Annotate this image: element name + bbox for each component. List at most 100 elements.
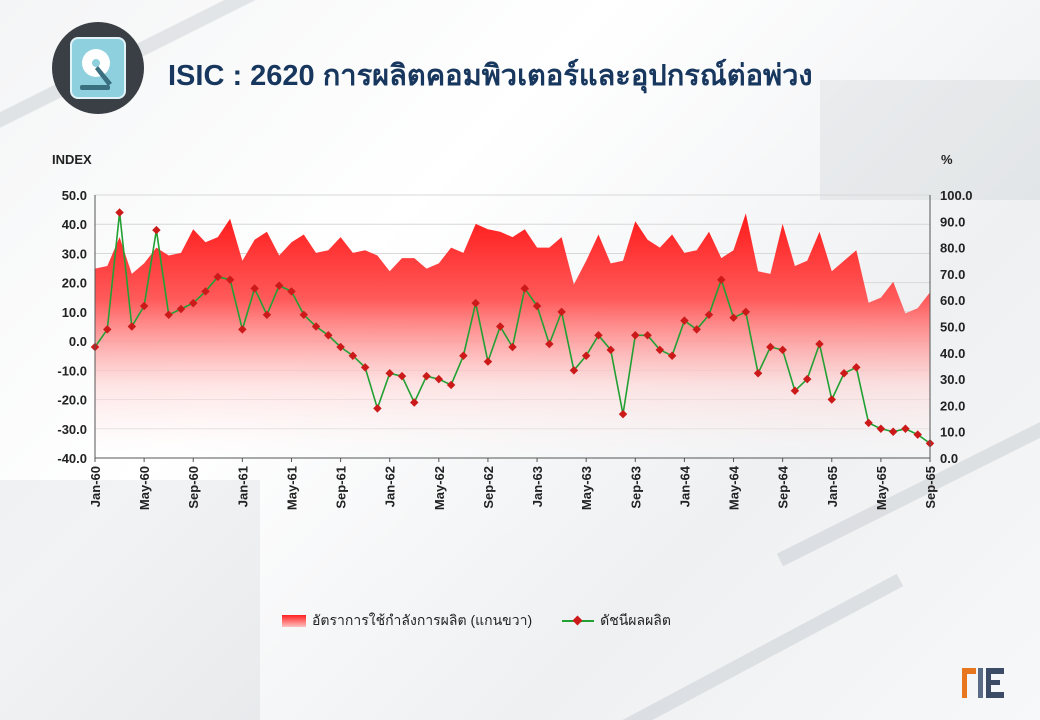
legend-area-label: อัตราการใช้กำลังการผลิต (แกนขวา) — [312, 612, 533, 628]
right-tick-label: 0.0 — [940, 451, 958, 466]
left-tick-label: 40.0 — [62, 217, 87, 232]
legend-item-line: ดัชนีผลผลิต — [562, 610, 671, 632]
data-point — [692, 325, 701, 334]
left-tick-label: -20.0 — [57, 393, 87, 408]
data-point — [876, 424, 886, 434]
x-tick-label: Jan-62 — [383, 466, 398, 507]
data-point — [483, 357, 493, 366]
right-tick-label: 100.0 — [940, 188, 973, 203]
data-point — [274, 281, 284, 290]
data-point — [201, 287, 210, 296]
data-point — [238, 325, 247, 334]
x-tick-label: May-60 — [137, 466, 152, 510]
data-point — [287, 287, 296, 296]
data-point — [262, 310, 272, 320]
x-tick-label: Sep-61 — [334, 466, 349, 509]
data-point — [459, 351, 468, 360]
data-point — [336, 342, 345, 352]
x-tick-label: Sep-63 — [628, 466, 643, 509]
data-point — [901, 424, 910, 434]
legend: อัตราการใช้กำลังการผลิต (แกนขวา) ดัชนีผล… — [282, 610, 671, 632]
left-axis-unit: INDEX — [52, 152, 92, 167]
data-point — [839, 369, 849, 378]
x-tick-label: Jan-63 — [530, 466, 545, 507]
right-tick-label: 10.0 — [940, 425, 965, 440]
x-axis-ticks: Jan-60 May-60 Sep-60 Jan-61 May-61 Sep-61 Jan-… — [88, 458, 938, 510]
right-tick-label: 60.0 — [940, 293, 965, 308]
right-tick-label: 90.0 — [940, 214, 965, 229]
data-point — [827, 395, 837, 404]
data-point — [606, 345, 615, 355]
data-point — [913, 430, 922, 439]
data-point — [471, 298, 480, 308]
right-tick-label: 20.0 — [940, 398, 965, 413]
x-tick-label: Sep-60 — [186, 466, 201, 509]
data-point — [557, 307, 566, 317]
x-tick-label: Jan-65 — [825, 466, 840, 507]
right-tick-label: 50.0 — [940, 320, 965, 335]
data-point — [545, 339, 554, 349]
right-tick-label: 40.0 — [940, 346, 965, 361]
data-point — [581, 351, 591, 360]
left-tick-label: -40.0 — [57, 451, 87, 466]
x-tick-label: Sep-64 — [776, 465, 791, 508]
data-point — [729, 313, 738, 322]
data-point — [631, 331, 640, 340]
data-point — [434, 374, 444, 384]
data-point — [103, 325, 112, 334]
left-tick-label: 20.0 — [62, 276, 87, 291]
x-tick-label: May-61 — [284, 466, 299, 510]
data-point — [680, 316, 689, 325]
oie-logo — [960, 664, 1012, 710]
x-tick-label: Jan-61 — [235, 466, 250, 507]
left-tick-label: 10.0 — [62, 305, 87, 320]
data-point — [225, 275, 235, 284]
data-point — [410, 398, 419, 407]
x-tick-label: Jan-60 — [88, 466, 103, 507]
right-axis-unit: % — [941, 152, 953, 167]
data-point — [704, 310, 714, 320]
data-point — [888, 427, 898, 436]
data-point — [790, 386, 800, 396]
data-point — [164, 310, 173, 320]
right-tick-label: 70.0 — [940, 267, 965, 282]
data-point — [127, 322, 137, 331]
data-point — [520, 284, 530, 293]
data-point — [495, 322, 505, 331]
left-tick-label: -30.0 — [57, 422, 87, 437]
data-point — [213, 272, 223, 282]
data-point — [852, 363, 861, 372]
left-tick-label: 0.0 — [69, 334, 87, 349]
data-point — [152, 225, 161, 235]
data-point — [311, 322, 321, 331]
production-index-markers — [90, 208, 935, 448]
legend-line-label: ดัชนีผลผลิต — [600, 612, 671, 628]
data-point — [348, 351, 358, 360]
legend-line-swatch — [562, 615, 595, 627]
data-point — [299, 310, 308, 320]
x-tick-label: May-63 — [579, 466, 594, 510]
x-tick-label: May-64 — [727, 465, 742, 510]
capacity-utilization-area — [95, 213, 930, 458]
data-point — [422, 371, 431, 381]
data-point — [717, 275, 726, 284]
data-point — [139, 301, 149, 311]
left-tick-label: 30.0 — [62, 246, 87, 261]
right-tick-label: 30.0 — [940, 372, 965, 387]
data-point — [446, 380, 456, 390]
left-axis-ticks: 50.0 40.0 30.0 20.0 10.0 0.0 -10.0 -20.0 -30.0 -4… — [57, 188, 87, 466]
page-title: ISIC : 2620 การผลิตคอมพิวเตอร์และอุปกรณ์… — [168, 60, 813, 92]
x-tick-label: May-65 — [874, 466, 889, 510]
data-point — [741, 307, 751, 317]
data-point — [655, 345, 665, 355]
data-point — [815, 339, 824, 349]
x-tick-label: Sep-65 — [923, 466, 938, 509]
right-tick-label: 80.0 — [940, 241, 965, 256]
hard-disk-icon — [52, 22, 144, 114]
x-tick-label: Jan-64 — [677, 465, 692, 507]
data-point — [324, 331, 333, 340]
data-point — [373, 404, 382, 413]
legend-item-area: อัตราการใช้กำลังการผลิต (แกนขวา) — [282, 610, 532, 632]
legend-area-swatch — [282, 615, 306, 627]
